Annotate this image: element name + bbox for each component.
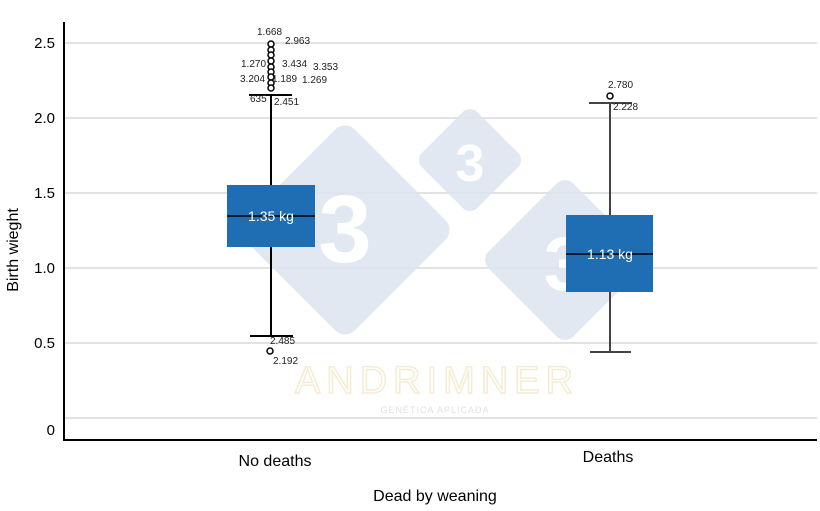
svg-text:635: 635 [250,94,267,105]
svg-text:0.5: 0.5 [34,335,55,352]
svg-text:2.228: 2.228 [613,102,638,113]
svg-text:3: 3 [456,135,485,193]
svg-text:1.270: 1.270 [241,59,266,70]
box-deaths: 1.13 kg 2.780 2.228 [566,80,653,353]
median-label-deaths: 1.13 kg [587,246,633,262]
box-no-deaths: 1.35 kg 1.668 2.963 1.270 3.434 3.353 3.… [227,27,338,367]
x-category-no-deaths: No deaths [239,453,312,470]
svg-text:3.204: 3.204 [240,74,265,85]
x-axis-title: Dead by weaning [373,488,497,505]
svg-text:2.192: 2.192 [273,356,298,367]
x-category-deaths: Deaths [583,449,634,466]
svg-text:3.353: 3.353 [313,62,338,73]
svg-text:1.5: 1.5 [34,185,55,202]
y-axis-title: Birth wieght [5,208,22,292]
y-tick-labels: 2.5 2.0 1.5 1.0 0.5 0 [34,35,55,439]
watermark-tagline: GENÉTICA APLICADA [380,405,489,415]
svg-text:1.189: 1.189 [272,74,297,85]
svg-text:3: 3 [318,176,371,283]
outlier-deaths [606,92,614,100]
watermark-brand: ANDRIMNER [295,360,579,402]
svg-text:2.5: 2.5 [34,35,55,52]
outliers-no-deaths [266,40,275,355]
outlier-labels-no-deaths: 1.668 2.963 1.270 3.434 3.353 3.204 1.18… [240,27,338,367]
median-label-no-deaths: 1.35 kg [248,208,294,224]
svg-text:3.434: 3.434 [282,59,307,70]
svg-text:2.0: 2.0 [34,110,55,127]
svg-text:1.269: 1.269 [302,75,327,86]
gridlines [64,42,817,419]
svg-text:2.963: 2.963 [285,36,310,47]
svg-text:2.451: 2.451 [274,97,299,108]
svg-text:1.0: 1.0 [34,260,55,277]
svg-text:1.668: 1.668 [257,27,282,38]
svg-text:2.485: 2.485 [270,336,295,347]
svg-text:0: 0 [47,422,55,439]
svg-text:2.780: 2.780 [608,80,633,91]
